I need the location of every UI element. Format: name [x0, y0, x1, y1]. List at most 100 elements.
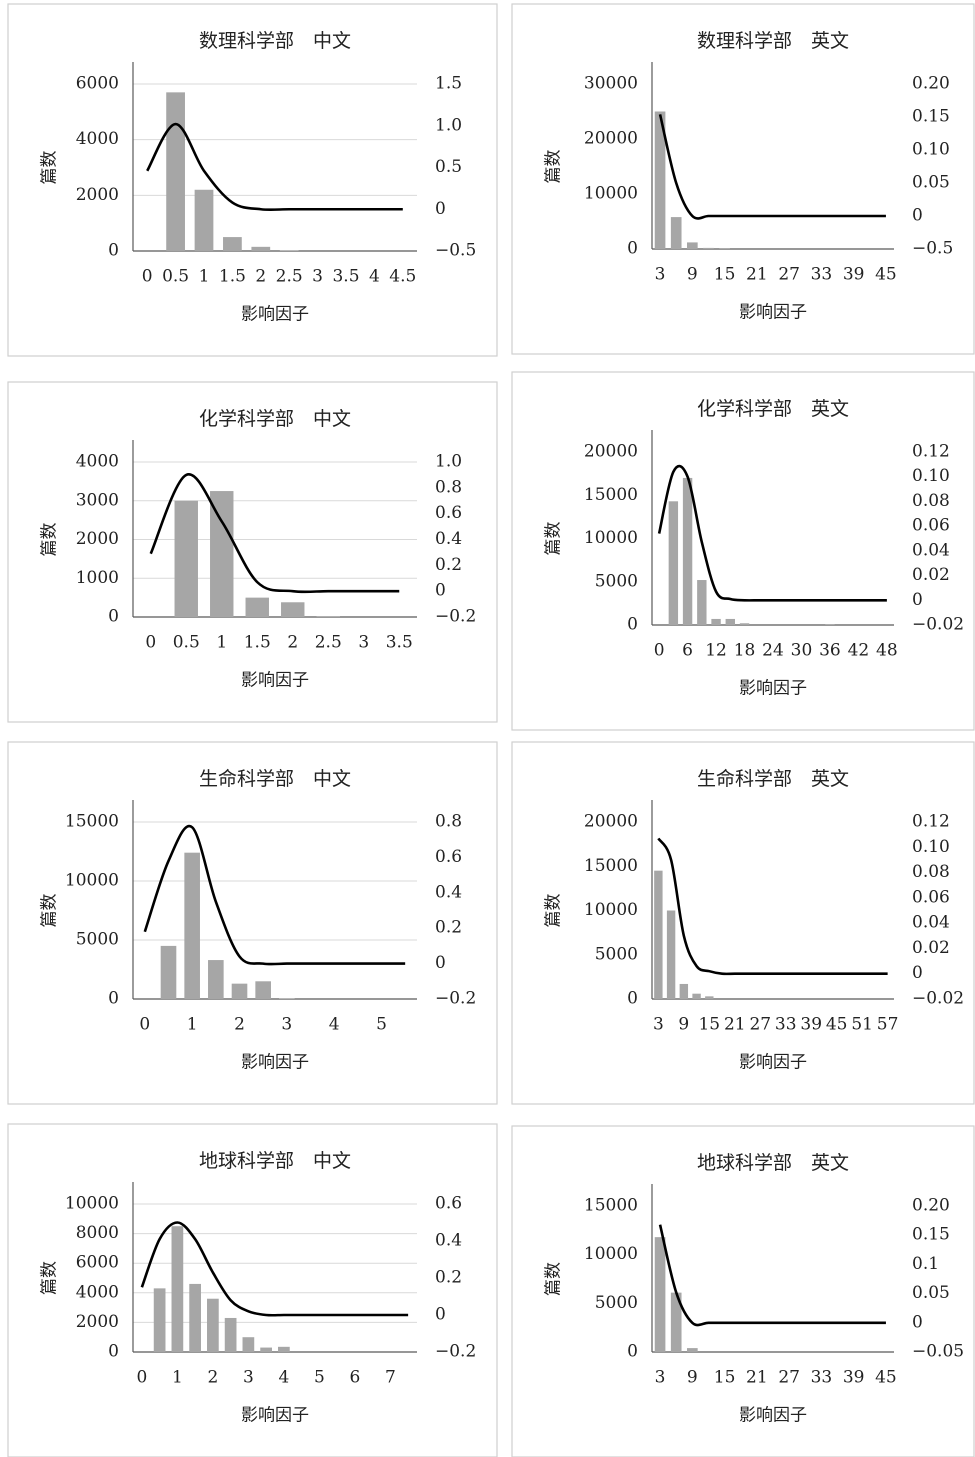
y2-tick-label: 0.05: [912, 1283, 950, 1303]
y-tick-label: 4000: [76, 452, 119, 472]
chart-title: 数理科学部 英文: [697, 30, 849, 52]
density-line: [140, 1221, 409, 1317]
y2-tick-label: 0.02: [912, 565, 950, 585]
x-tick-label: 3.5: [386, 633, 413, 653]
y-tick-label: 30000: [584, 74, 638, 94]
y-tick-label: 0: [627, 989, 638, 1009]
y-tick-label: 10000: [584, 528, 638, 548]
x-tick-label: 0: [654, 641, 665, 661]
y-tick-label: 15000: [584, 856, 638, 876]
y2-tick-label: −0.5: [912, 239, 953, 259]
y2-tick-label: 0.20: [912, 74, 950, 94]
x-tick-label: 30: [791, 641, 813, 661]
y-tick-label: 8000: [76, 1223, 119, 1243]
x-tick-label: 57: [877, 1015, 899, 1035]
bar: [679, 983, 689, 999]
bar: [279, 250, 299, 251]
y-tick-label: 5000: [595, 1293, 638, 1313]
y-tick-label: 10000: [584, 184, 638, 204]
y-tick-label: 6000: [76, 1253, 119, 1273]
x-axis-label: 影响因子: [241, 1406, 309, 1426]
bar: [825, 624, 835, 625]
x-tick-label: 7: [385, 1368, 396, 1388]
panel: [511, 371, 975, 731]
x-axis-label: 影响因子: [241, 305, 309, 325]
y-tick-label: 10000: [65, 1194, 119, 1214]
y2-tick-label: −0.02: [912, 989, 964, 1009]
x-tick-label: 3: [655, 1368, 666, 1388]
panel: [7, 3, 498, 357]
bar: [687, 1348, 698, 1352]
y2-tick-label: 0.05: [912, 173, 950, 193]
x-tick-label: 4: [369, 267, 380, 287]
y-axis-label: 篇数: [40, 894, 60, 928]
x-tick-label: 4.5: [389, 267, 416, 287]
x-tick-label: 2.5: [276, 267, 303, 287]
bar: [705, 996, 714, 999]
bar: [174, 500, 198, 617]
x-tick-label: 18: [734, 641, 756, 661]
y-tick-label: 0: [627, 1342, 638, 1362]
y-tick-label: 1000: [76, 568, 119, 588]
bar: [245, 597, 269, 617]
x-tick-label: 12: [705, 641, 727, 661]
x-tick-label: 39: [843, 1368, 865, 1388]
x-tick-label: 1: [187, 1015, 198, 1035]
y-tick-label: 2000: [76, 185, 119, 205]
x-axis-label: 影响因子: [739, 1053, 807, 1073]
bar: [654, 1237, 666, 1352]
y-axis-label: 篇数: [544, 1262, 564, 1296]
x-tick-label: 21: [746, 1368, 768, 1388]
x-tick-label: 3: [358, 633, 369, 653]
x-tick-label: 2.5: [315, 633, 342, 653]
y2-tick-label: 0.04: [912, 913, 950, 933]
density-line: [657, 464, 887, 602]
y-tick-label: 15000: [65, 812, 119, 832]
x-tick-label: 27: [778, 1368, 800, 1388]
x-tick-label: 39: [800, 1015, 822, 1035]
density-line: [658, 114, 886, 220]
density-line: [658, 1224, 886, 1327]
x-tick-label: 33: [775, 1015, 797, 1035]
y-tick-label: 0: [108, 607, 119, 627]
bar: [725, 618, 735, 625]
bar: [223, 237, 242, 251]
bar: [207, 1298, 219, 1352]
x-tick-label: 0.5: [173, 633, 200, 653]
chart-title: 地球科学部 中文: [199, 1150, 351, 1172]
y2-tick-label: 0.2: [435, 555, 462, 575]
x-tick-label: 2: [287, 633, 298, 653]
x-tick-label: 3: [281, 1015, 292, 1035]
y2-tick-label: 0: [435, 1305, 446, 1325]
panel: [511, 3, 975, 355]
y2-tick-label: 0.10: [912, 140, 950, 160]
y-axis-label: 篇数: [40, 523, 60, 557]
x-tick-label: 9: [687, 265, 698, 285]
x-tick-label: 1: [172, 1368, 183, 1388]
x-tick-label: 5: [376, 1015, 387, 1035]
y2-tick-label: 0.20: [912, 1196, 950, 1216]
y2-tick-label: 0.12: [912, 812, 950, 832]
bar: [666, 910, 676, 999]
y2-tick-label: 0.10: [912, 837, 950, 857]
panel: [7, 381, 498, 723]
y-tick-label: 3000: [76, 490, 119, 510]
y-tick-label: 4000: [76, 1282, 119, 1302]
x-tick-label: 0: [145, 633, 156, 653]
bar: [153, 1288, 166, 1352]
y-tick-label: 2000: [76, 529, 119, 549]
x-tick-label: 0.5: [162, 267, 189, 287]
x-tick-label: 0: [142, 267, 153, 287]
y2-tick-label: 0.6: [435, 503, 462, 523]
x-tick-label: 3: [243, 1368, 254, 1388]
x-tick-label: 24: [762, 641, 784, 661]
y2-tick-label: 1.5: [435, 74, 462, 94]
y2-tick-label: 0: [435, 581, 446, 601]
y-tick-label: 0: [627, 239, 638, 259]
x-axis-label: 影响因子: [739, 1406, 807, 1426]
x-tick-label: 3: [655, 265, 666, 285]
y-tick-label: 10000: [65, 871, 119, 891]
y-tick-label: 20000: [584, 129, 638, 149]
y-axis-label: 篇数: [544, 522, 564, 556]
y-tick-label: 15000: [584, 1196, 638, 1216]
